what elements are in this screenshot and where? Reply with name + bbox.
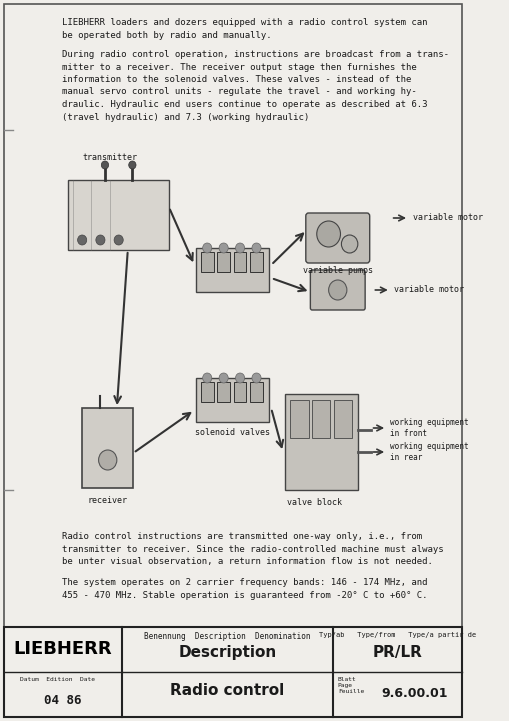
Text: Datum  Edition  Date: Datum Edition Date — [20, 677, 95, 682]
FancyBboxPatch shape — [201, 252, 213, 272]
Text: variable pumps: variable pumps — [302, 266, 372, 275]
FancyBboxPatch shape — [312, 400, 330, 438]
FancyBboxPatch shape — [217, 252, 230, 272]
Text: LIEBHERR loaders and dozers equipped with a radio control system can
be operated: LIEBHERR loaders and dozers equipped wit… — [62, 18, 427, 40]
Circle shape — [128, 161, 136, 169]
Text: variable motor: variable motor — [393, 286, 463, 294]
Text: 9.6.00.01: 9.6.00.01 — [381, 687, 447, 700]
Text: The system operates on 2 carrier frequency bands: 146 - 174 MHz, and
455 - 470 M: The system operates on 2 carrier frequen… — [62, 578, 427, 599]
Text: working equipment
in rear: working equipment in rear — [389, 441, 467, 462]
Circle shape — [251, 373, 261, 383]
Circle shape — [219, 243, 228, 253]
Circle shape — [96, 235, 105, 245]
FancyBboxPatch shape — [196, 378, 269, 422]
FancyBboxPatch shape — [284, 394, 357, 490]
Circle shape — [219, 373, 228, 383]
Circle shape — [202, 373, 211, 383]
Text: Typ/ab   Type/from   Type/a partir de: Typ/ab Type/from Type/a partir de — [319, 632, 476, 638]
FancyBboxPatch shape — [68, 180, 168, 250]
FancyBboxPatch shape — [249, 252, 262, 272]
Circle shape — [251, 243, 261, 253]
FancyBboxPatch shape — [233, 252, 246, 272]
Circle shape — [114, 235, 123, 245]
FancyBboxPatch shape — [217, 382, 230, 402]
Text: Blatt
Page
Feuille: Blatt Page Feuille — [337, 677, 363, 694]
FancyBboxPatch shape — [310, 270, 364, 310]
FancyBboxPatch shape — [233, 382, 246, 402]
Circle shape — [202, 243, 211, 253]
Text: 04 86: 04 86 — [44, 694, 81, 707]
FancyBboxPatch shape — [305, 213, 369, 263]
Text: working equipment
in front: working equipment in front — [389, 417, 467, 438]
FancyBboxPatch shape — [249, 382, 262, 402]
Text: PR/LR: PR/LR — [372, 645, 422, 660]
FancyBboxPatch shape — [82, 408, 133, 488]
Circle shape — [98, 450, 117, 470]
Text: Radio control instructions are transmitted one-way only, i.e., from
transmitter : Radio control instructions are transmitt… — [62, 532, 443, 566]
Text: Radio control: Radio control — [170, 683, 284, 698]
Circle shape — [341, 235, 357, 253]
Circle shape — [316, 221, 340, 247]
Circle shape — [235, 373, 244, 383]
FancyBboxPatch shape — [290, 400, 308, 438]
Text: variable motor: variable motor — [412, 213, 482, 223]
Text: During radio control operation, instructions are broadcast from a trans-
mitter : During radio control operation, instruct… — [62, 50, 448, 122]
Text: LIEBHERR: LIEBHERR — [14, 640, 112, 658]
Text: solenoid valves: solenoid valves — [195, 428, 270, 437]
FancyBboxPatch shape — [201, 382, 213, 402]
Circle shape — [77, 235, 87, 245]
Bar — [4, 627, 461, 717]
FancyBboxPatch shape — [196, 248, 269, 292]
Text: valve block: valve block — [286, 498, 341, 507]
Circle shape — [101, 161, 108, 169]
Text: receiver: receiver — [88, 496, 127, 505]
Text: Description: Description — [178, 645, 276, 660]
FancyBboxPatch shape — [333, 400, 352, 438]
Circle shape — [235, 243, 244, 253]
Text: Benennung  Description  Denomination: Benennung Description Denomination — [144, 632, 310, 641]
Circle shape — [328, 280, 346, 300]
Text: transmitter: transmitter — [82, 153, 137, 162]
